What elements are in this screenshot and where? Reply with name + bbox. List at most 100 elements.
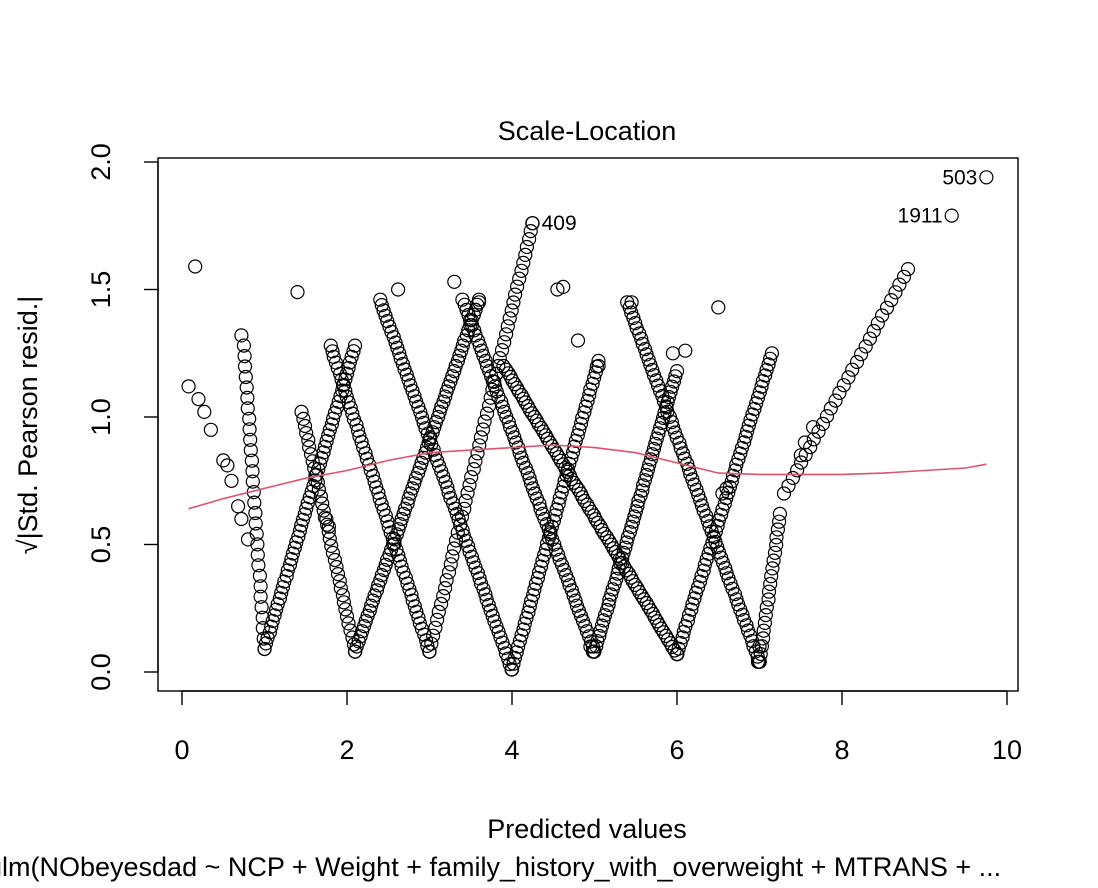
data-point — [251, 558, 266, 573]
data-point — [332, 573, 347, 589]
data-point — [805, 420, 821, 435]
data-point — [426, 628, 441, 643]
data-point — [297, 507, 312, 522]
data-point — [240, 401, 255, 416]
data-point — [858, 339, 873, 354]
data-point — [242, 411, 257, 426]
data-point — [715, 486, 730, 501]
data-point — [502, 311, 517, 326]
data-point — [594, 522, 610, 538]
data-point — [853, 347, 869, 362]
data-point — [521, 232, 537, 247]
data-point — [896, 269, 912, 284]
data-point — [639, 467, 654, 483]
data-point — [407, 476, 422, 491]
x-tick-label: 2 — [339, 735, 354, 765]
data-point — [319, 511, 334, 527]
data-point — [781, 478, 796, 493]
data-point — [806, 432, 821, 447]
x-tick-label: 8 — [834, 735, 849, 765]
data-point — [369, 583, 384, 598]
data-point — [388, 335, 403, 350]
data-point — [220, 458, 235, 473]
data-point — [255, 610, 270, 625]
data-point — [771, 514, 787, 529]
data-point — [627, 577, 643, 592]
data-point — [521, 605, 536, 620]
data-point — [637, 342, 653, 357]
data-point — [532, 496, 547, 511]
data-point — [301, 433, 316, 448]
data-point — [522, 471, 537, 486]
data-point — [371, 485, 386, 500]
data-point — [524, 406, 540, 421]
data-point — [761, 357, 776, 372]
data-point — [236, 338, 251, 353]
data-point — [303, 447, 319, 462]
data-point — [570, 428, 585, 443]
data-point — [441, 565, 457, 580]
data-point — [522, 599, 537, 614]
data-point — [797, 435, 813, 450]
data-point — [203, 422, 218, 437]
data-point — [541, 522, 556, 537]
data-point — [546, 513, 562, 529]
data-point — [407, 389, 422, 404]
data-point — [422, 431, 437, 447]
data-point — [450, 353, 465, 368]
data-point — [250, 537, 265, 552]
data-point — [761, 592, 776, 607]
data-point — [604, 587, 619, 602]
data-point — [619, 535, 634, 550]
data-point — [711, 300, 726, 315]
data-point — [585, 644, 601, 659]
data-point — [254, 600, 269, 615]
data-point — [314, 450, 329, 466]
data-point — [577, 405, 592, 420]
data-point — [447, 364, 462, 379]
data-point — [888, 285, 903, 300]
data-point — [509, 279, 525, 294]
data-point — [264, 619, 279, 634]
data-point — [717, 496, 732, 511]
data-point — [400, 496, 415, 511]
data-point — [365, 468, 381, 483]
data-point — [255, 620, 270, 636]
data-point — [323, 338, 338, 353]
data-point — [325, 545, 340, 561]
data-point — [308, 473, 323, 488]
data-point — [330, 566, 346, 582]
data-point — [292, 523, 307, 539]
data-point — [460, 485, 475, 500]
data-point — [656, 625, 671, 640]
data-point — [658, 399, 674, 414]
x-tick-label: 10 — [992, 735, 1022, 765]
data-point — [353, 629, 368, 644]
residual-points — [181, 170, 994, 677]
data-point — [624, 519, 639, 535]
data-point — [234, 328, 249, 343]
data-point — [699, 552, 714, 567]
data-point — [455, 522, 470, 538]
data-point — [866, 323, 881, 339]
data-point — [244, 453, 259, 468]
data-point — [767, 545, 783, 560]
data-point — [291, 529, 306, 544]
data-point — [253, 589, 268, 604]
data-point — [197, 404, 212, 419]
data-point — [519, 610, 534, 626]
data-point — [669, 646, 685, 662]
y-tick-label: 2.0 — [86, 143, 116, 181]
data-point — [392, 346, 407, 361]
data-point — [436, 588, 451, 604]
data-point — [752, 639, 767, 654]
data-point — [558, 461, 573, 476]
data-point — [724, 474, 739, 489]
data-point — [634, 331, 649, 346]
data-point — [434, 596, 449, 612]
data-point — [511, 384, 526, 399]
data-point — [862, 331, 878, 346]
data-point — [472, 438, 487, 453]
data-point — [581, 501, 597, 516]
